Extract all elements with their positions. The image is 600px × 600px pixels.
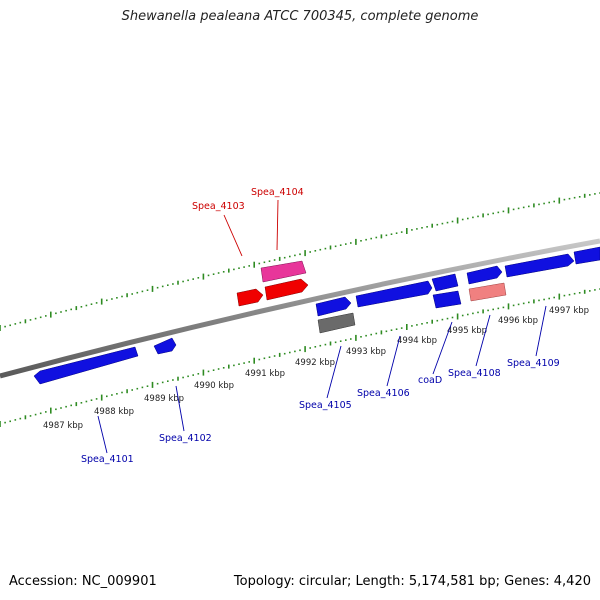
- scale-label: 4997 kbp: [549, 306, 589, 316]
- gene-gray-feature[interactable]: [317, 312, 356, 334]
- gene-label-spea-4106[interactable]: Spea_4106: [357, 388, 410, 399]
- tick-row-lower: [0, 288, 600, 427]
- gene-spea-4109[interactable]: [504, 253, 575, 278]
- gene-spea-4103[interactable]: [236, 288, 264, 307]
- gene-label-spea-4108[interactable]: Spea_4108: [448, 368, 501, 379]
- gene-label-spea-4101[interactable]: Spea_4101: [81, 454, 134, 465]
- tick-row-upper: [0, 192, 600, 331]
- genome-summary-label: Topology: circular; Length: 5,174,581 bp…: [233, 574, 591, 589]
- scale-label: 4990 kbp: [194, 381, 234, 391]
- gene-label-spea-4102[interactable]: Spea_4102: [159, 433, 212, 444]
- gene-spea-4102[interactable]: [153, 337, 177, 355]
- scale-label: 4991 kbp: [245, 369, 285, 379]
- label-leaders: [97, 199, 547, 454]
- genome-backbone: [0, 238, 600, 379]
- scale-label: 4993 kbp: [346, 347, 386, 357]
- gene-spea-4106[interactable]: [355, 280, 433, 308]
- gene-labels: Spea_4101 Spea_4102 Spea_4103 Spea_4104 …: [81, 187, 560, 465]
- gene-label-spea-4109[interactable]: Spea_4109: [507, 358, 560, 369]
- gene-label-spea-4103[interactable]: Spea_4103: [192, 201, 245, 212]
- gene-label-spea-4104[interactable]: Spea_4104: [251, 187, 304, 198]
- scale-label: 4987 kbp: [43, 421, 83, 431]
- gene-blue-upper-1[interactable]: [431, 273, 459, 292]
- gene-spea-4105[interactable]: [315, 296, 352, 317]
- gene-spea-4101[interactable]: [33, 346, 139, 385]
- scale-label: 4994 kbp: [397, 336, 437, 346]
- gene-label-spea-4105[interactable]: Spea_4105: [299, 400, 352, 411]
- gene-coad[interactable]: [432, 290, 462, 309]
- gene-spea-4104[interactable]: [260, 260, 307, 283]
- map-title: Shewanella pealeana ATCC 700345, complet…: [121, 9, 479, 24]
- gene-blue-edge[interactable]: [573, 246, 600, 265]
- scale-label: 4996 kbp: [498, 316, 538, 326]
- gene-blue-upper-2[interactable]: [466, 265, 503, 285]
- scale-label: 4988 kbp: [94, 407, 134, 417]
- scale-label: 4989 kbp: [144, 394, 184, 404]
- gene-spea-4104-red[interactable]: [264, 278, 309, 301]
- accession-label: Accession: NC_009901: [9, 574, 157, 589]
- scale-label: 4995 kbp: [447, 326, 487, 336]
- scale-labels: 4987 kbp 4988 kbp 4989 kbp 4990 kbp 4991…: [43, 306, 589, 431]
- scale-label: 4992 kbp: [295, 358, 335, 368]
- gene-features: [33, 246, 600, 385]
- gene-label-coad[interactable]: coaD: [418, 375, 442, 386]
- gene-spea-4108[interactable]: [468, 282, 507, 302]
